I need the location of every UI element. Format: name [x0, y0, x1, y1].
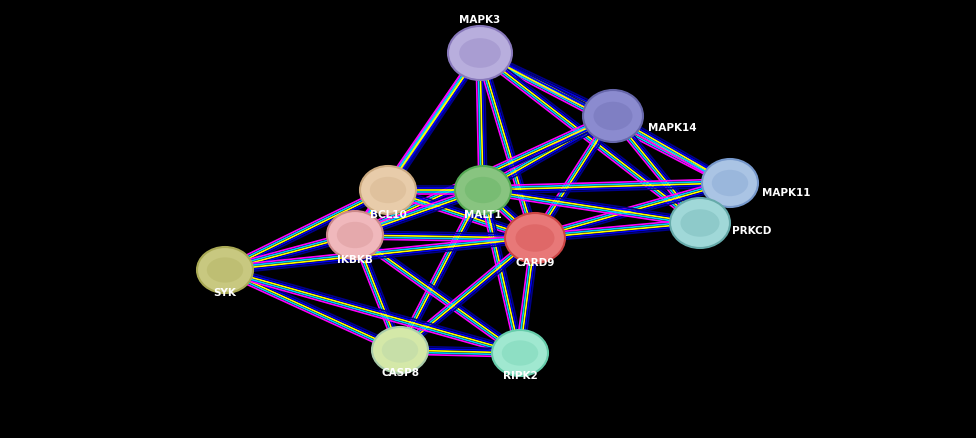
Ellipse shape [360, 166, 416, 214]
Ellipse shape [372, 327, 428, 373]
Ellipse shape [455, 166, 511, 214]
Ellipse shape [505, 213, 565, 263]
Ellipse shape [583, 90, 643, 142]
Ellipse shape [465, 177, 502, 203]
Ellipse shape [207, 258, 243, 283]
Text: MAPK14: MAPK14 [648, 123, 697, 133]
Ellipse shape [680, 209, 719, 237]
Ellipse shape [702, 159, 758, 207]
Text: PRKCD: PRKCD [732, 226, 771, 236]
Text: SYK: SYK [214, 288, 236, 298]
Text: BCL10: BCL10 [370, 210, 406, 220]
Ellipse shape [670, 198, 730, 248]
Text: MAPK3: MAPK3 [460, 15, 501, 25]
Ellipse shape [337, 222, 373, 248]
Ellipse shape [492, 330, 548, 376]
Ellipse shape [448, 26, 512, 80]
Ellipse shape [459, 38, 501, 68]
Ellipse shape [382, 337, 418, 363]
Text: MAPK11: MAPK11 [762, 188, 810, 198]
Ellipse shape [502, 340, 538, 366]
Ellipse shape [593, 102, 632, 130]
Text: RIPK2: RIPK2 [503, 371, 538, 381]
Ellipse shape [197, 247, 253, 293]
Ellipse shape [370, 177, 406, 203]
Ellipse shape [515, 224, 554, 252]
Ellipse shape [327, 211, 383, 259]
Ellipse shape [712, 170, 749, 196]
Text: IKBKB: IKBKB [337, 255, 373, 265]
Text: MALT1: MALT1 [465, 210, 502, 220]
Text: CASP8: CASP8 [381, 368, 419, 378]
Text: CARD9: CARD9 [515, 258, 554, 268]
